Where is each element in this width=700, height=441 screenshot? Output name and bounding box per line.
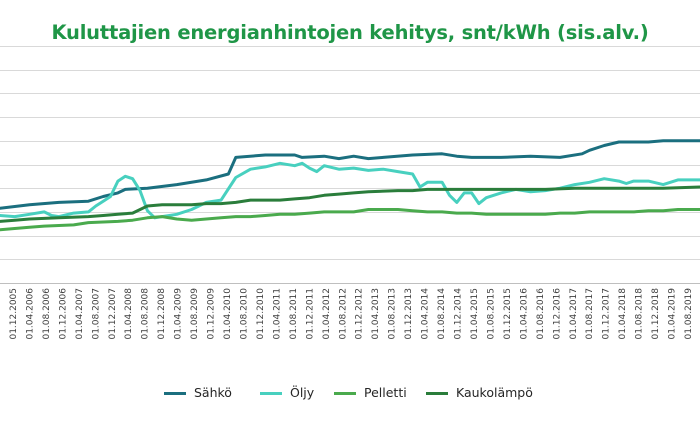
- x-tick-label: 01.12.2005: [9, 288, 19, 340]
- x-tick-label: 01.04.2013: [371, 288, 381, 340]
- x-tick-label: 01.12.2018: [651, 288, 661, 340]
- x-tick-label: 01.08.2015: [486, 288, 496, 340]
- chart-title: Kuluttajien energianhintojen kehitys, sn…: [51, 21, 649, 44]
- x-tick-label: 01.12.2012: [355, 288, 365, 340]
- x-tick-label: 01.04.2018: [618, 288, 628, 340]
- x-tick-label: 01.12.2008: [157, 288, 167, 340]
- x-tick-label: 01.08.2007: [91, 288, 101, 340]
- x-tick-label: 01.04.2007: [75, 288, 85, 340]
- x-tick-label: 01.04.2016: [519, 288, 529, 340]
- x-tick-label: 01.04.2014: [421, 288, 431, 340]
- x-tick-label: 01.04.2019: [668, 288, 678, 340]
- legend-label-pelletti: Pelletti: [364, 385, 407, 400]
- x-tick-label: 01.12.2007: [108, 288, 118, 340]
- x-tick-label: 01.12.2013: [404, 288, 414, 340]
- x-tick-label: 01.04.2009: [174, 288, 184, 340]
- x-tick-label: 01.04.2012: [322, 288, 332, 340]
- legend-swatch-sahko: [164, 392, 186, 395]
- x-tick-label: 01.12.2016: [552, 288, 562, 340]
- x-tick-label: 01.08.2013: [388, 288, 398, 340]
- x-tick-label: 01.12.2006: [58, 288, 68, 340]
- x-tick-label: 01.08.2014: [437, 288, 447, 340]
- x-tick-label: 01.08.2019: [684, 288, 694, 340]
- legend-swatch-kaukolampo: [426, 392, 448, 395]
- series-line-2: [0, 208, 700, 232]
- x-tick-label: 01.04.2011: [272, 288, 282, 340]
- legend-label-kaukolampo: Kaukolämpö: [456, 385, 533, 400]
- x-tick-label: 01.08.2009: [190, 288, 200, 340]
- gridlines: [0, 46, 700, 284]
- x-tick-label: 01.04.2015: [470, 288, 480, 340]
- x-tick-label: 01.04.2008: [124, 288, 134, 340]
- legend-swatch-pelletti: [334, 392, 356, 395]
- x-tick-label: 01.08.2018: [635, 288, 645, 340]
- x-tick-label: 01.12.2011: [305, 288, 315, 340]
- x-tick-label: 01.08.2008: [141, 288, 151, 340]
- legend-swatch-oljy: [260, 392, 282, 395]
- x-tick-label: 01.12.2014: [454, 288, 464, 340]
- x-tick-label: 01.04.2006: [26, 288, 36, 340]
- x-tick-label: 01.08.2017: [585, 288, 595, 340]
- x-tick-label: 01.08.2016: [536, 288, 546, 340]
- x-tick-label: 01.04.2017: [569, 288, 579, 340]
- x-tick-label: 01.08.2012: [338, 288, 348, 340]
- legend: Sähkö Öljy Pelletti Kaukolämpö: [0, 386, 700, 400]
- series-line-0: [0, 139, 700, 210]
- x-tick-label: 01.04.2010: [223, 288, 233, 340]
- legend-label-sahko: Sähkö: [194, 385, 232, 400]
- x-tick-label: 01.08.2006: [42, 288, 52, 340]
- x-tick-label: 01.08.2010: [240, 288, 250, 340]
- legend-label-oljy: Öljy: [290, 385, 315, 400]
- x-tick-label: 01.12.2009: [207, 288, 217, 340]
- series-line-3: [0, 185, 700, 223]
- x-tick-label: 01.12.2015: [503, 288, 513, 340]
- series-line-1: [0, 161, 700, 220]
- x-tick-label: 01.08.2011: [289, 288, 299, 340]
- x-tick-labels: 01.12.2005 01.04.2006 01.08.2006 01.12.2006…: [9, 288, 694, 340]
- x-tick-label: 01.12.2017: [602, 288, 612, 340]
- series-lines: [0, 139, 700, 232]
- x-tick-label: 01.12.2010: [256, 288, 266, 340]
